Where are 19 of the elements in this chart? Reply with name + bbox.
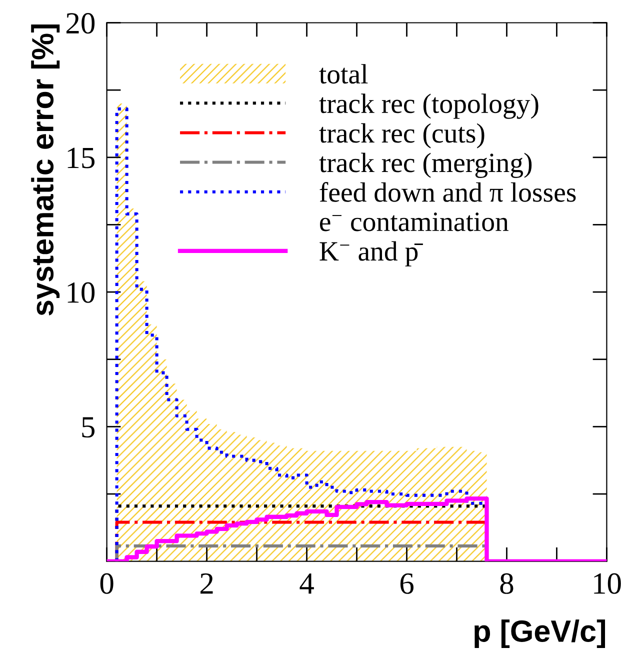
x-tick-label: 6 [400, 573, 414, 594]
y-tick-label: 5 [82, 417, 95, 438]
x-tick-label: 4 [300, 573, 314, 594]
legend-label: track rec (cuts) [319, 123, 484, 148]
text: e$^{−}$ contamination [320, 212, 508, 232]
legend-label: track rec (merging) [319, 152, 532, 178]
x-tick-label: 8 [500, 573, 514, 594]
x-tick-label: 10 [594, 573, 621, 594]
legend-label: total [319, 64, 368, 84]
y-axis-title: systematic error [%] [31, 24, 60, 316]
y-tick-label: 15 [68, 148, 95, 168]
x-tick-label: 0 [100, 573, 114, 594]
legend-label: K$^{−}$ and p̄ [320, 241, 423, 266]
x-axis-title: p [GeV/c] [474, 620, 606, 648]
y-tick-label: 10 [68, 282, 95, 303]
legend-label: track rec (topology) [319, 94, 538, 119]
legend-label: feed down and π losses [320, 182, 576, 202]
y-tick-label: 20 [66, 13, 95, 34]
x-tick-label: 2 [200, 573, 213, 594]
